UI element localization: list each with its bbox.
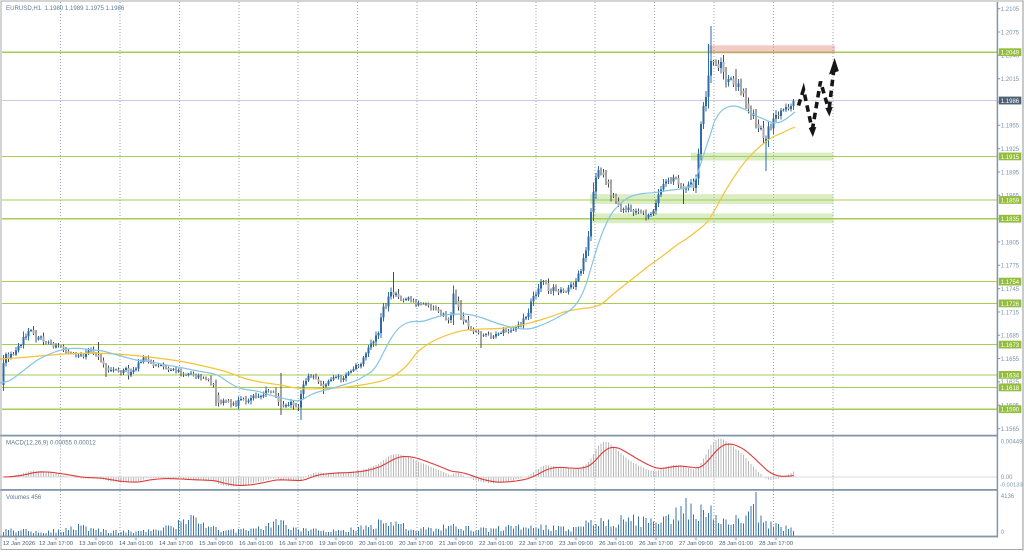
svg-text:0.00449: 0.00449 xyxy=(1001,440,1023,446)
svg-text:1.1925: 1.1925 xyxy=(1001,147,1020,153)
svg-text:1.2015: 1.2015 xyxy=(1001,77,1020,83)
svg-text:19 Jan 09:00: 19 Jan 09:00 xyxy=(319,541,354,547)
svg-text:15 Jan 09:00: 15 Jan 09:00 xyxy=(199,541,234,547)
svg-text:1.2049: 1.2049 xyxy=(1001,51,1020,57)
svg-text:1.1895: 1.1895 xyxy=(1001,170,1020,176)
svg-text:0: 0 xyxy=(1001,530,1005,536)
svg-text:12 Jan 2026: 12 Jan 2026 xyxy=(3,541,36,547)
svg-text:16 Jan 17:00: 16 Jan 17:00 xyxy=(279,541,314,547)
svg-text:1.1618: 1.1618 xyxy=(1001,386,1020,392)
svg-text:4136: 4136 xyxy=(1001,494,1015,500)
svg-text:22 Jan 17:00: 22 Jan 17:00 xyxy=(519,541,554,547)
svg-text:28 Jan 17:00: 28 Jan 17:00 xyxy=(759,541,794,547)
svg-text:16 Jan 01:00: 16 Jan 01:00 xyxy=(239,541,274,547)
svg-text:21 Jan 09:00: 21 Jan 09:00 xyxy=(439,541,474,547)
svg-text:1.1835: 1.1835 xyxy=(1001,217,1020,223)
svg-text:12 Jan 17:00: 12 Jan 17:00 xyxy=(39,541,74,547)
svg-text:14 Jan 01:00: 14 Jan 01:00 xyxy=(119,541,154,547)
svg-text:Volumes 456: Volumes 456 xyxy=(6,494,42,501)
svg-text:1.1986: 1.1986 xyxy=(1001,99,1020,105)
svg-text:1.1625: 1.1625 xyxy=(1001,380,1020,386)
svg-text:28 Jan 01:00: 28 Jan 01:00 xyxy=(719,541,754,547)
svg-text:1.1915: 1.1915 xyxy=(1001,155,1020,161)
svg-text:22 Jan 01:00: 22 Jan 01:00 xyxy=(479,541,514,547)
svg-text:1.1754: 1.1754 xyxy=(1001,280,1020,286)
svg-text:1.1715: 1.1715 xyxy=(1001,310,1020,316)
svg-text:MACD(12,26,9) 0.00055 0.00012: MACD(12,26,9) 0.00055 0.00012 xyxy=(6,440,96,447)
svg-text:1.1673: 1.1673 xyxy=(1001,343,1020,349)
svg-text:1.1745: 1.1745 xyxy=(1001,287,1020,293)
svg-text:1.1726: 1.1726 xyxy=(1001,302,1020,308)
svg-text:1.2075: 1.2075 xyxy=(1001,30,1020,36)
svg-text:1.1805: 1.1805 xyxy=(1001,240,1020,246)
svg-text:1.2045: 1.2045 xyxy=(1001,54,1020,60)
svg-text:14 Jan 17:00: 14 Jan 17:00 xyxy=(159,541,194,547)
svg-text:1.1634: 1.1634 xyxy=(1001,373,1020,379)
svg-text:1.1685: 1.1685 xyxy=(1001,334,1020,340)
svg-text:26 Jan 01:00: 26 Jan 01:00 xyxy=(599,541,634,547)
svg-text:23 Jan 09:00: 23 Jan 09:00 xyxy=(559,541,594,547)
svg-text:1.1859: 1.1859 xyxy=(1001,198,1020,204)
svg-text:0.00: 0.00 xyxy=(1001,475,1013,481)
svg-text:1.2105: 1.2105 xyxy=(1001,7,1020,13)
svg-text:EURUSD,H1 1.1980 1.1989 1.197: EURUSD,H1 1.1980 1.1989 1.1975 1.1986 xyxy=(6,5,125,12)
svg-text:20 Jan 17:00: 20 Jan 17:00 xyxy=(399,541,434,547)
svg-text:1.1955: 1.1955 xyxy=(1001,124,1020,130)
svg-text:1.1565: 1.1565 xyxy=(1001,427,1020,433)
svg-text:-0.00133: -0.00133 xyxy=(1000,482,1023,488)
svg-text:26 Jan 17:00: 26 Jan 17:00 xyxy=(639,541,674,547)
svg-text:20 Jan 01:00: 20 Jan 01:00 xyxy=(359,541,394,547)
svg-text:13 Jan 09:00: 13 Jan 09:00 xyxy=(79,541,114,547)
svg-text:1.1655: 1.1655 xyxy=(1001,357,1020,363)
svg-text:27 Jan 09:00: 27 Jan 09:00 xyxy=(679,541,714,547)
svg-text:1.1775: 1.1775 xyxy=(1001,264,1020,270)
svg-text:1.1590: 1.1590 xyxy=(1001,408,1020,414)
